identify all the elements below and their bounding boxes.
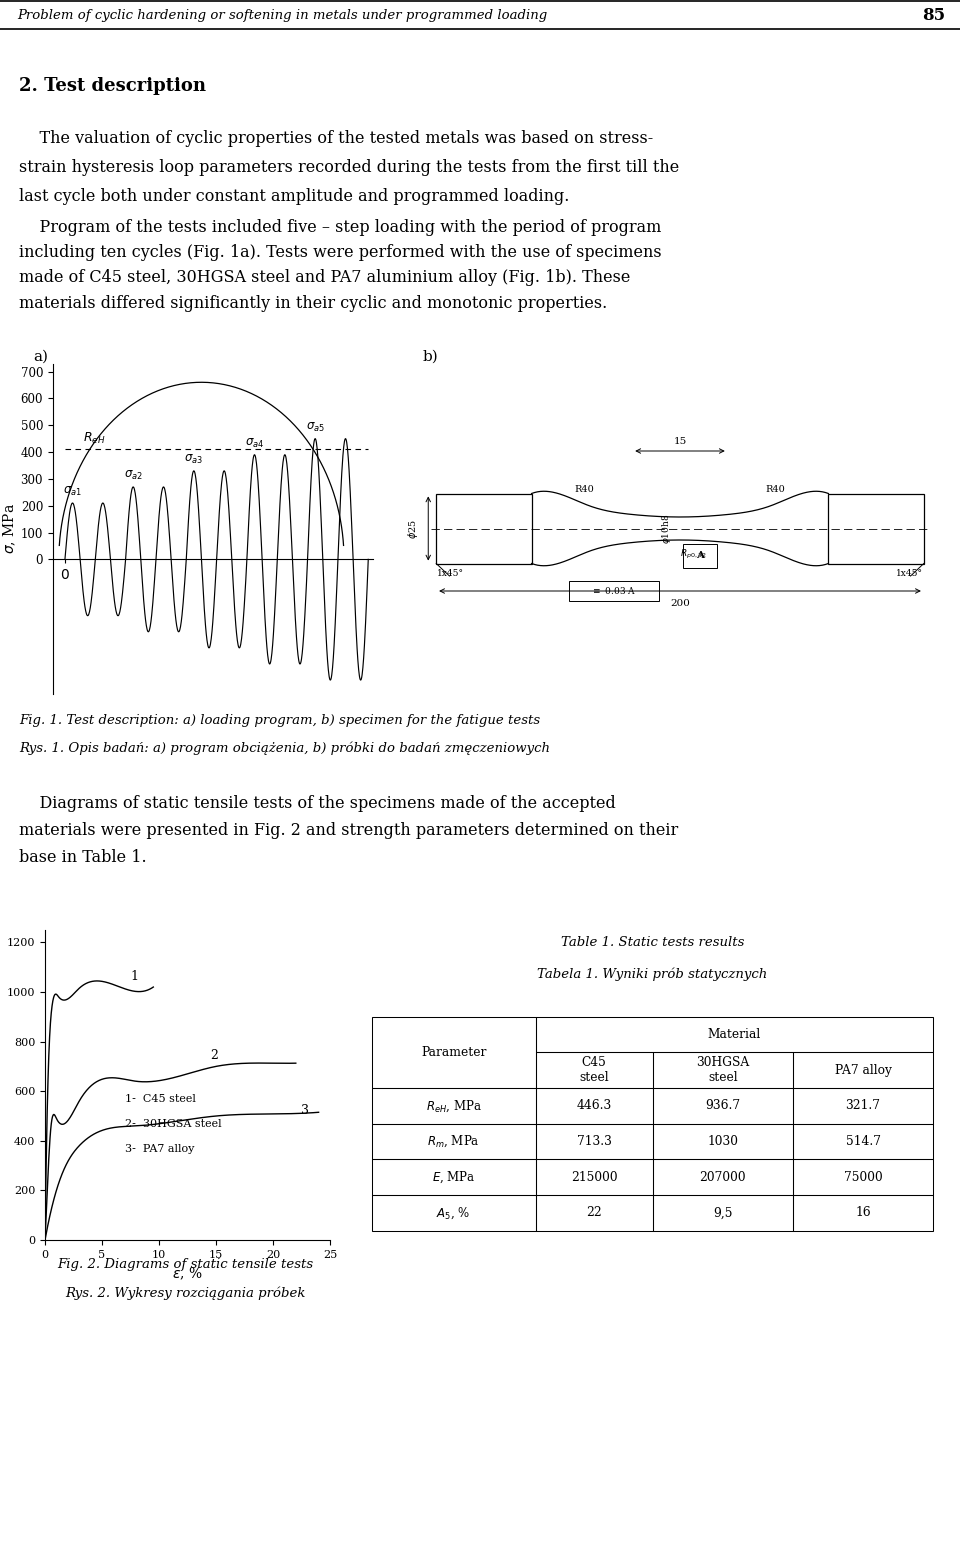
Text: $\sigma_{a2}$: $\sigma_{a2}$ <box>124 469 143 482</box>
Text: 3: 3 <box>301 1103 309 1116</box>
Bar <box>653 1052 793 1088</box>
Bar <box>372 1159 536 1195</box>
Text: Material: Material <box>708 1029 761 1041</box>
Text: $R_m$, MPa: $R_m$, MPa <box>427 1134 480 1150</box>
Text: R40: R40 <box>765 485 785 494</box>
Text: Fig. 2. Diagrams of static tensile tests: Fig. 2. Diagrams of static tensile tests <box>57 1257 313 1271</box>
Text: 2. Test description: 2. Test description <box>19 78 206 95</box>
Text: including ten cycles (Fig. 1a). Tests were performed with the use of specimens: including ten cycles (Fig. 1a). Tests we… <box>19 244 661 261</box>
Bar <box>793 1088 933 1124</box>
Text: 200: 200 <box>670 600 690 609</box>
Text: 936.7: 936.7 <box>706 1099 740 1113</box>
Bar <box>653 1088 793 1124</box>
Bar <box>793 1195 933 1231</box>
Text: 1x45°: 1x45° <box>437 569 465 578</box>
Text: $\phi$25: $\phi$25 <box>406 519 420 539</box>
Text: last cycle both under constant amplitude and programmed loading.: last cycle both under constant amplitude… <box>19 188 569 205</box>
Text: materials differed significantly in their cyclic and monotonic properties.: materials differed significantly in thei… <box>19 295 608 312</box>
Text: Parameter: Parameter <box>420 1046 487 1058</box>
Text: A: A <box>696 552 704 559</box>
Bar <box>372 1195 536 1231</box>
Bar <box>372 1088 536 1124</box>
Text: The valuation of cyclic properties of the tested metals was based on stress-: The valuation of cyclic properties of th… <box>19 131 654 148</box>
Text: $R_{eH}$, MPa: $R_{eH}$, MPa <box>425 1099 482 1114</box>
Bar <box>372 1124 536 1159</box>
Bar <box>536 1195 653 1231</box>
Text: 1-  C45 steel: 1- C45 steel <box>125 1094 196 1105</box>
Text: $\sigma_{a5}$: $\sigma_{a5}$ <box>305 421 324 434</box>
Bar <box>653 1124 793 1159</box>
Text: $R_{eH}$: $R_{eH}$ <box>84 430 106 446</box>
Text: 16: 16 <box>855 1206 871 1220</box>
Bar <box>372 1016 536 1088</box>
Text: $\phi$10h8: $\phi$10h8 <box>660 513 673 544</box>
Bar <box>536 1052 653 1088</box>
Bar <box>793 1159 933 1195</box>
Text: 713.3: 713.3 <box>577 1134 612 1148</box>
Bar <box>536 1016 933 1052</box>
Text: Diagrams of static tensile tests of the specimens made of the accepted: Diagrams of static tensile tests of the … <box>19 796 616 813</box>
Text: 1x45°: 1x45° <box>896 569 923 578</box>
Bar <box>653 1159 793 1195</box>
Text: 2: 2 <box>210 1049 218 1061</box>
Text: $R_{p0,32}$: $R_{p0,32}$ <box>680 547 707 561</box>
Text: 2-  30HGSA steel: 2- 30HGSA steel <box>125 1119 222 1130</box>
Text: 3-  PA7 alloy: 3- PA7 alloy <box>125 1144 194 1155</box>
Bar <box>653 1195 793 1231</box>
Text: $\sigma_{a1}$: $\sigma_{a1}$ <box>63 485 82 499</box>
Text: a): a) <box>34 350 49 364</box>
Text: $\equiv$ 0.03 A: $\equiv$ 0.03 A <box>591 586 636 597</box>
Text: Tabela 1. Wyniki prób statycznych: Tabela 1. Wyniki prób statycznych <box>538 967 768 981</box>
Bar <box>536 1124 653 1159</box>
Text: 514.7: 514.7 <box>846 1134 880 1148</box>
Bar <box>536 1088 653 1124</box>
Bar <box>793 1052 933 1088</box>
Text: base in Table 1.: base in Table 1. <box>19 848 147 866</box>
Text: Problem of cyclic hardening or softening in metals under programmed loading: Problem of cyclic hardening or softening… <box>17 8 547 22</box>
Bar <box>536 1159 653 1195</box>
Text: 1: 1 <box>131 970 138 984</box>
Text: 85: 85 <box>923 6 946 23</box>
Text: b): b) <box>422 350 438 364</box>
Text: 15: 15 <box>673 437 686 446</box>
Bar <box>828 494 924 564</box>
Y-axis label: $\sigma$, MPa: $\sigma$, MPa <box>1 503 18 555</box>
Text: materials were presented in Fig. 2 and strength parameters determined on their: materials were presented in Fig. 2 and s… <box>19 822 679 839</box>
Text: Rys. 1. Opis badań: a) program obciążenia, b) próbki do badań zmęczeniowych: Rys. 1. Opis badań: a) program obciążeni… <box>19 741 550 755</box>
Text: $E$, MPa: $E$, MPa <box>432 1170 475 1186</box>
Bar <box>436 494 532 564</box>
Text: $\sigma_{a4}$: $\sigma_{a4}$ <box>245 437 264 451</box>
Text: Program of the tests included five – step loading with the period of program: Program of the tests included five – ste… <box>19 219 661 236</box>
Text: Fig. 1. Test description: a) loading program, b) specimen for the fatigue tests: Fig. 1. Test description: a) loading pro… <box>19 713 540 727</box>
Text: made of C45 steel, 30HGSA steel and PA7 aluminium alloy (Fig. 1b). These: made of C45 steel, 30HGSA steel and PA7 … <box>19 269 631 286</box>
Text: 22: 22 <box>587 1206 602 1220</box>
X-axis label: $\varepsilon$, %: $\varepsilon$, % <box>172 1265 203 1282</box>
Text: C45
steel: C45 steel <box>579 1057 609 1085</box>
Text: Table 1. Static tests results: Table 1. Static tests results <box>561 936 744 949</box>
Text: 321.7: 321.7 <box>846 1099 880 1113</box>
Text: PA7 alloy: PA7 alloy <box>834 1064 892 1077</box>
Text: 1030: 1030 <box>708 1134 738 1148</box>
Bar <box>793 1124 933 1159</box>
Y-axis label: $\sigma$, MPa: $\sigma$, MPa <box>0 1060 1 1111</box>
Text: 207000: 207000 <box>700 1170 746 1184</box>
Text: 30HGSA
steel: 30HGSA steel <box>696 1057 750 1085</box>
Text: $\sigma_{a3}$: $\sigma_{a3}$ <box>184 452 204 466</box>
Text: 9,5: 9,5 <box>713 1206 732 1220</box>
Text: strain hysteresis loop parameters recorded during the tests from the first till : strain hysteresis loop parameters record… <box>19 159 680 176</box>
Text: 75000: 75000 <box>844 1170 882 1184</box>
Text: 215000: 215000 <box>570 1170 617 1184</box>
Text: $A_5$, %: $A_5$, % <box>437 1206 470 1220</box>
Text: R40: R40 <box>575 485 594 494</box>
Bar <box>568 581 659 601</box>
Bar <box>683 544 717 567</box>
Text: 446.3: 446.3 <box>576 1099 612 1113</box>
Text: Rys. 2. Wykresy rozciągania próbek: Rys. 2. Wykresy rozciągania próbek <box>65 1287 305 1299</box>
